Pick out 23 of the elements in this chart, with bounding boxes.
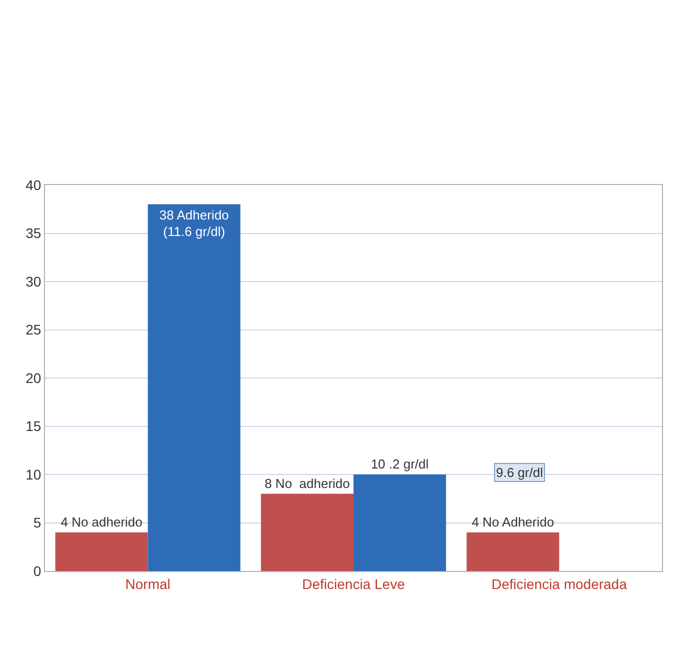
- data-label: 8 No adherido: [264, 476, 350, 491]
- bar: [260, 494, 354, 571]
- y-tick-label: 15: [26, 418, 42, 434]
- data-label: 10 .2 gr/dl: [370, 456, 429, 472]
- data-label: 4 No Adherido: [472, 514, 554, 530]
- y-tick-label: 5: [33, 514, 42, 531]
- y-tick-label: 25: [26, 322, 42, 338]
- bar: [466, 532, 560, 571]
- bar: [354, 474, 446, 571]
- y-tick-label: 20: [26, 370, 42, 386]
- data-label: 4 No adherido: [60, 514, 142, 530]
- y-tick-label: 40: [26, 176, 42, 193]
- x-tick-label: Deficiencia Leve: [302, 576, 406, 592]
- annotation: 9.6 gr/dl: [496, 465, 544, 480]
- y-tick-label: 0: [33, 562, 42, 579]
- bar: [55, 532, 148, 571]
- y-tick-label: 10: [26, 466, 42, 482]
- x-tick-label: Normal: [125, 576, 170, 592]
- y-tick-label: 35: [26, 225, 42, 242]
- bar: [148, 204, 240, 571]
- x-tick-label: Deficiencia moderada: [491, 576, 628, 592]
- data-label: 38 Adherido (11.6 gr/dl): [159, 207, 229, 240]
- y-tick-label: 30: [26, 273, 42, 290]
